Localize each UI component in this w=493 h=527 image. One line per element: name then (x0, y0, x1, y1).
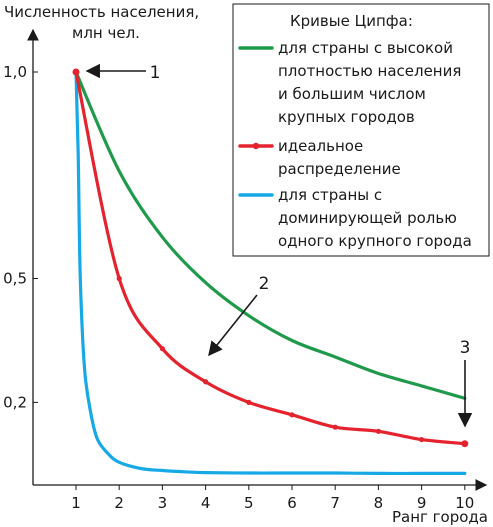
series-point-red-ideal (203, 379, 209, 385)
y-tick-label: 0,2 (3, 393, 27, 411)
callout-label-1: 1 (150, 63, 161, 83)
legend-label-blue-dominant-city: доминирующей ролью (278, 209, 457, 227)
series-layer (72, 68, 469, 476)
callout-label-3: 3 (460, 338, 471, 358)
y-tick-label: 0,5 (3, 270, 27, 288)
legend-label-green-high-density: крупных городов (278, 108, 415, 126)
callout-label-2: 2 (259, 274, 270, 294)
legend-entries: для страны с высокой плотностью населения… (238, 39, 472, 250)
series-point-red-ideal (289, 412, 295, 418)
series-point-red-ideal (72, 68, 80, 76)
annotation-layer: 1 2 3 (85, 63, 473, 428)
legend-label-green-high-density: и большим числом (278, 85, 426, 103)
x-axis-label: Ранг города (392, 508, 488, 526)
series-point-red-ideal (159, 346, 165, 352)
legend-swatch-marker (252, 142, 260, 150)
x-tick-label: 10 (455, 494, 474, 512)
legend-title: Кривые Ципфа: (290, 12, 413, 30)
series-point-red-ideal (246, 399, 252, 405)
ticks: 1 2 3 4 5 6 7 8 9 10 1,0 0,5 0,2 (3, 63, 474, 512)
legend-label-green-high-density: для страны с высокой (278, 39, 453, 57)
series-line-green-high-density (74, 70, 467, 400)
series-point-red-ideal (461, 440, 469, 448)
y-tick-label: 1,0 (3, 63, 27, 81)
series-point-red-ideal (332, 424, 338, 430)
y-axis-label-line2: млн чел. (72, 24, 140, 42)
y-axis-label-line1: Численность населения, (4, 3, 199, 21)
x-tick-label: 4 (201, 494, 211, 512)
series-line-blue-dominant-city (74, 70, 467, 476)
series-point-red-ideal (375, 428, 381, 434)
series-point-red-ideal (116, 275, 122, 282)
callout-arrow-2 (208, 294, 258, 357)
legend-label-green-high-density: плотностью населения (278, 62, 461, 80)
legend-label-blue-dominant-city: одного крупного города (278, 232, 472, 250)
x-tick-label: 2 (114, 494, 124, 512)
series-point-red-ideal (419, 436, 425, 443)
x-tick-label: 6 (287, 494, 297, 512)
axes (27, 28, 488, 491)
x-tick-label: 5 (244, 494, 254, 512)
x-tick-label: 8 (374, 494, 384, 512)
x-tick-label: 3 (158, 494, 168, 512)
legend-box (232, 3, 490, 257)
x-tick-label: 9 (417, 494, 427, 512)
legend-label-red-ideal: распределение (278, 160, 401, 178)
legend-label-red-ideal: идеальное (278, 137, 363, 155)
x-tick-label: 1 (71, 494, 81, 512)
x-tick-label: 7 (330, 494, 340, 512)
legend-label-blue-dominant-city: для страны с (278, 186, 382, 204)
legend: Кривые Ципфа: для страны с высокой плотно… (232, 3, 490, 257)
